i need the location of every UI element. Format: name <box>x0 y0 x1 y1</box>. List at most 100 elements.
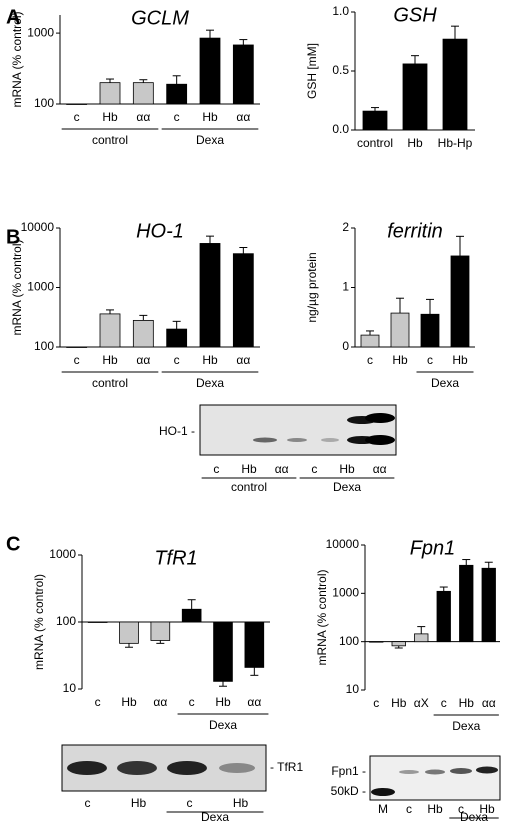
group-label: control <box>231 480 267 494</box>
chart-title: TfR1 <box>154 547 197 569</box>
bar <box>232 44 254 105</box>
bar <box>87 621 108 623</box>
x-tick-label: c <box>174 353 180 367</box>
group-label: control <box>92 376 128 390</box>
y-tick-label: 100 <box>34 96 54 110</box>
x-tick-label: Hb <box>102 353 118 367</box>
x-tick-label: αX <box>414 696 429 710</box>
blot-label: - TfR1 <box>270 760 303 774</box>
y-axis-label: ng/µg protein <box>305 252 319 322</box>
bar <box>420 313 440 348</box>
y-tick-label: 10 <box>346 682 360 696</box>
y-tick-label: 100 <box>56 614 76 628</box>
lane-label: c <box>311 462 317 476</box>
bar <box>119 621 139 644</box>
chart-title: HO-1 <box>136 220 184 242</box>
x-tick-label: Hb <box>452 353 468 367</box>
bar <box>66 103 88 105</box>
bar <box>166 328 188 348</box>
bar <box>166 83 188 105</box>
bar <box>132 319 154 348</box>
x-tick-label: αα <box>236 353 250 367</box>
blot-label: Fpn1 - <box>331 764 366 778</box>
x-tick-label: Hb <box>102 110 118 124</box>
x-tick-label: c <box>427 353 433 367</box>
bar <box>244 621 265 668</box>
lane-label: Hb <box>339 462 355 476</box>
x-tick-label: αα <box>482 696 496 710</box>
x-tick-label: αα <box>236 110 250 124</box>
y-axis-label: GSH [mM] <box>305 43 319 99</box>
y-axis-label: mRNA (% control) <box>10 239 24 335</box>
blot-image <box>369 755 501 801</box>
y-tick-label: 100 <box>339 634 359 648</box>
chart-title: GSH <box>393 4 437 26</box>
y-tick-label: 1000 <box>49 547 76 561</box>
lane-label: c <box>458 802 464 816</box>
bar <box>436 590 451 643</box>
bar <box>99 82 121 105</box>
blot-label: 50kD - <box>331 784 366 798</box>
bar <box>369 641 384 643</box>
panel-label: A <box>6 6 20 28</box>
y-tick-label: 0 <box>342 339 349 353</box>
y-axis-label: mRNA (% control) <box>315 569 329 665</box>
bar <box>199 243 221 348</box>
group-label: Dexa <box>196 133 224 147</box>
bar <box>181 608 202 623</box>
x-tick-label: Hb <box>407 136 423 150</box>
group-label: Dexa <box>452 719 480 733</box>
y-tick-label: 1 <box>342 280 349 294</box>
y-axis-label: mRNA (% control) <box>32 574 46 670</box>
x-tick-label: αα <box>153 695 167 709</box>
x-tick-label: c <box>441 696 447 710</box>
x-tick-label: Hb <box>459 696 475 710</box>
lane-label: Hb <box>241 462 257 476</box>
x-tick-label: c <box>74 353 80 367</box>
bar <box>360 334 380 348</box>
x-tick-label: αα <box>136 110 150 124</box>
x-tick-label: Hb-Hp <box>438 136 473 150</box>
chart-title: ferritin <box>387 220 443 242</box>
y-tick-label: 1000 <box>27 280 54 294</box>
y-tick-label: 0.0 <box>332 122 349 136</box>
x-tick-label: Hb <box>202 110 218 124</box>
x-tick-label: c <box>74 110 80 124</box>
x-tick-label: αα <box>247 695 261 709</box>
x-tick-label: c <box>367 353 373 367</box>
x-tick-label: control <box>357 136 393 150</box>
panel-label: B <box>6 226 20 248</box>
bar <box>402 63 428 131</box>
group-label: Dexa <box>460 810 488 824</box>
y-tick-label: 10000 <box>326 537 360 551</box>
bar <box>450 255 470 348</box>
lane-label: c <box>213 462 219 476</box>
y-tick-label: 1.0 <box>332 4 349 18</box>
panel-label: C <box>6 533 20 555</box>
bar <box>481 567 496 643</box>
x-tick-label: c <box>174 110 180 124</box>
bar <box>150 621 171 641</box>
y-tick-label: 10000 <box>21 220 55 234</box>
group-label: Dexa <box>209 718 237 732</box>
chart-title: GCLM <box>131 7 189 29</box>
lane-label: M <box>378 802 388 816</box>
group-label: Dexa <box>201 810 229 824</box>
lane-label: c <box>85 796 91 810</box>
lane-label: Hb <box>427 802 443 816</box>
x-tick-label: c <box>189 695 195 709</box>
bar <box>232 253 254 348</box>
x-tick-label: c <box>373 696 379 710</box>
bar <box>362 110 388 131</box>
lane-label: Hb <box>131 796 147 810</box>
x-tick-label: αα <box>136 353 150 367</box>
bar <box>414 633 429 643</box>
lane-label: αα <box>275 462 289 476</box>
blot-image <box>61 744 267 792</box>
lane-label: c <box>406 802 412 816</box>
y-tick-label: 0.5 <box>332 63 349 77</box>
bar <box>66 346 88 348</box>
lane-label: αα <box>373 462 387 476</box>
blot-label: HO-1 - <box>159 424 195 438</box>
bar <box>391 641 406 647</box>
